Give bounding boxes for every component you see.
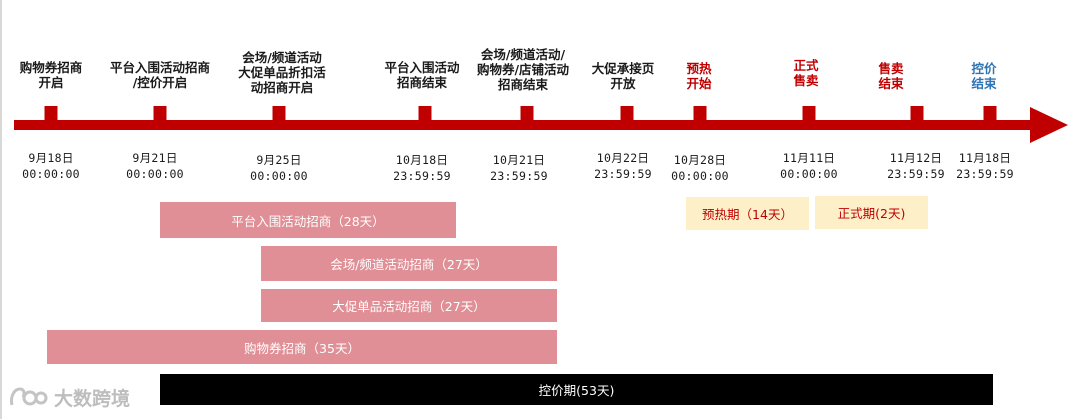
period-bar-formal: 正式期(2天) [815, 196, 928, 229]
period-bar-preheat: 预热期（14天） [686, 197, 809, 230]
milestone-tick [153, 106, 167, 120]
period-bar-venue-channel: 会场/频道活动招商（27天） [261, 246, 557, 281]
watermark-text: 大数跨境 [54, 388, 131, 410]
arrow-head-icon [1030, 107, 1068, 143]
watermark: 大数跨境 [8, 384, 130, 411]
period-bar-platform-recruit: 平台入围活动招商（28天） [160, 202, 456, 238]
milestone-tick [983, 106, 997, 120]
milestone-label-6: 大促承接页 开放 [591, 61, 655, 91]
milestone-tick [520, 106, 534, 120]
milestone-date-1: 9月18日 00:00:00 [22, 151, 80, 181]
milestone-tick [272, 106, 286, 120]
milestone-label-9: 售卖 结束 [878, 61, 904, 91]
period-bar-coupon: 购物券招商（35天） [47, 330, 557, 364]
axis-line [14, 120, 1032, 130]
milestone-date-10: 11月18日 23:59:59 [956, 151, 1014, 181]
left-border [0, 0, 2, 419]
milestone-label-3: 会场/频道活动 大促单品折扣活 动招商开启 [238, 50, 326, 95]
brand-logo-icon [10, 386, 48, 405]
milestone-date-3: 9月25日 00:00:00 [250, 153, 308, 183]
milestone-tick [418, 106, 432, 120]
milestone-label-4: 平台入围活动 招商结束 [384, 60, 460, 90]
milestone-date-8: 11月11日 00:00:00 [780, 151, 838, 181]
milestone-label-8: 正式 售卖 [793, 58, 819, 88]
milestone-label-5: 会场/频道活动/ 购物券/店铺活动 招商结束 [476, 47, 570, 92]
milestone-label-2: 平台入围活动招商 /控价开启 [109, 60, 211, 90]
milestone-tick [44, 106, 58, 120]
milestone-date-9: 11月12日 23:59:59 [887, 151, 945, 181]
milestone-date-6: 10月22日 23:59:59 [594, 151, 652, 181]
milestone-label-7: 预热 开始 [686, 61, 712, 91]
milestone-date-2: 9月21日 00:00:00 [126, 151, 184, 181]
milestone-date-5: 10月21日 23:59:59 [490, 153, 548, 183]
milestone-date-7: 10月28日 00:00:00 [671, 153, 729, 183]
milestone-tick [910, 106, 924, 120]
milestone-tick [620, 106, 634, 120]
milestone-date-4: 10月18日 23:59:59 [393, 153, 451, 183]
milestone-label-10: 控价 结束 [971, 61, 997, 91]
milestone-tick [693, 106, 707, 120]
milestone-label-1: 购物券招商 开启 [19, 60, 83, 90]
milestone-tick [802, 106, 816, 120]
period-bar-price-control: 控价期(53天) [160, 374, 993, 405]
period-bar-single-item: 大促单品活动招商（27天） [261, 289, 557, 322]
